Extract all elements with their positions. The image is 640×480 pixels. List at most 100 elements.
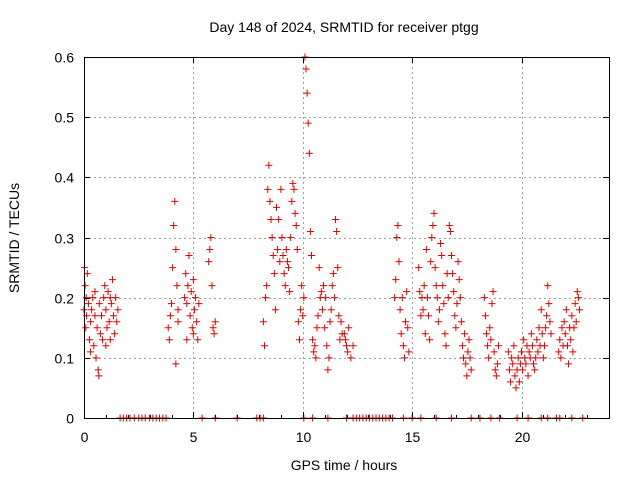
data-point — [555, 348, 563, 356]
data-point — [509, 360, 517, 368]
data-point — [268, 234, 276, 241]
data-point — [511, 372, 519, 380]
data-point — [207, 234, 215, 241]
data-point — [565, 360, 573, 368]
data-point — [458, 342, 466, 350]
data-point — [101, 282, 109, 290]
data-point — [211, 318, 219, 326]
data-point — [172, 360, 180, 368]
data-point — [490, 348, 498, 356]
data-point — [572, 318, 580, 326]
y-axis-label: SRMTID / TECUs — [6, 183, 22, 293]
data-point — [530, 360, 538, 368]
data-point — [451, 312, 459, 320]
data-point — [574, 294, 582, 302]
data-point — [169, 264, 177, 272]
data-point — [467, 366, 475, 374]
data-point — [88, 306, 96, 314]
data-point — [488, 300, 496, 308]
data-point — [186, 312, 194, 320]
data-point — [182, 270, 190, 278]
data-point — [484, 342, 492, 350]
data-point — [563, 342, 571, 350]
data-point — [304, 119, 312, 127]
data-point — [454, 258, 462, 266]
data-point — [184, 282, 192, 290]
data-point — [111, 330, 119, 338]
data-point — [507, 378, 515, 386]
data-point — [305, 149, 313, 157]
data-point — [441, 330, 449, 338]
data-point — [106, 336, 114, 344]
data-point — [320, 282, 328, 290]
data-point — [104, 288, 112, 296]
data-point — [556, 336, 564, 344]
data-point — [442, 342, 450, 350]
data-point — [286, 288, 294, 296]
data-point — [181, 294, 189, 302]
data-point — [82, 294, 90, 302]
data-point — [91, 312, 99, 320]
data-point — [422, 246, 430, 254]
x-tick-label: 10 — [296, 429, 312, 445]
data-point — [518, 348, 525, 356]
data-point — [84, 300, 92, 308]
data-point — [345, 324, 353, 332]
y-tick-label: 0.2 — [55, 291, 75, 307]
data-point — [492, 372, 500, 380]
data-point — [317, 288, 325, 296]
data-point — [264, 185, 272, 193]
data-point — [525, 348, 533, 356]
data-point — [327, 306, 335, 314]
data-point — [282, 246, 290, 254]
data-point — [195, 300, 203, 308]
data-point — [281, 282, 289, 290]
data-point — [113, 318, 121, 326]
data-point — [462, 360, 470, 368]
data-point — [259, 318, 267, 326]
data-point — [571, 300, 579, 308]
data-point — [428, 234, 436, 241]
data-point — [480, 294, 488, 302]
data-point — [108, 276, 116, 284]
data-point — [531, 366, 539, 374]
data-point — [314, 312, 322, 320]
data-point — [456, 294, 464, 302]
data-point — [465, 336, 473, 344]
data-point — [397, 330, 405, 338]
data-point — [102, 306, 110, 314]
data-point — [426, 336, 434, 344]
data-point — [508, 354, 516, 362]
data-point — [344, 348, 352, 356]
data-point — [440, 300, 448, 308]
data-point — [569, 348, 577, 356]
data-point — [527, 330, 535, 338]
data-point — [290, 185, 298, 193]
data-point — [174, 318, 182, 326]
axis-ticks: 0 5 10 15 20 0 0.1 0.2 0.3 0.4 0.5 0.6 — [55, 50, 610, 445]
data-point — [392, 276, 400, 284]
data-point — [437, 240, 445, 248]
data-point — [98, 312, 105, 320]
data-point — [266, 197, 274, 205]
data-point — [395, 258, 403, 266]
data-point — [110, 312, 118, 320]
data-point — [297, 306, 305, 314]
data-point — [106, 294, 114, 302]
data-point — [192, 294, 200, 302]
data-point — [486, 324, 494, 332]
data-point — [524, 372, 532, 380]
data-point — [164, 324, 172, 332]
data-point — [312, 354, 320, 362]
data-point — [444, 294, 452, 302]
data-points — [80, 53, 587, 422]
x-tick-label: 0 — [81, 429, 89, 445]
data-point — [543, 312, 551, 320]
data-point — [277, 185, 285, 193]
data-point — [276, 258, 284, 266]
data-point — [404, 324, 412, 332]
data-point — [489, 288, 497, 296]
data-point — [82, 324, 90, 332]
data-point — [453, 300, 461, 308]
